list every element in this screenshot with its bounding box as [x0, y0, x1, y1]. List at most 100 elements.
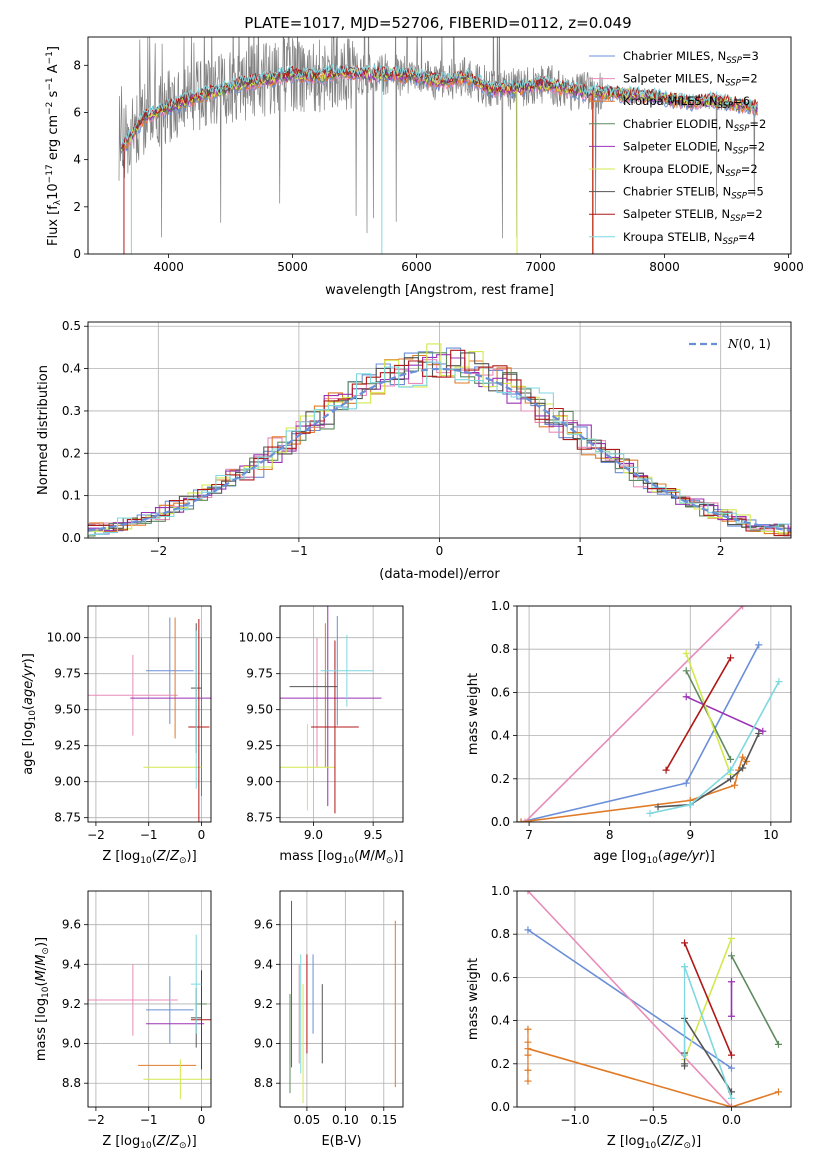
axes-frame: [87, 890, 212, 1108]
weight-marker-kroupa_stelib: [728, 1094, 736, 1102]
y-axis-label: Flux [fλ10−17 erg cm−2 s−1 A−1]: [45, 46, 63, 246]
y-tick-label: 9.50: [246, 703, 273, 717]
weight-marker-kroupa_stelib: [646, 809, 654, 817]
x-tick-label: 0.15: [370, 1113, 397, 1127]
plot-area: [88, 934, 211, 1100]
weight-marker-salpeter_miles: [739, 606, 747, 610]
x-tick-label: −0.5: [639, 1113, 668, 1127]
weight-line-kroupa_stelib: [649, 681, 780, 815]
y-tick-label: 0.5: [62, 319, 81, 333]
label-part: Z: [169, 849, 180, 864]
label-part: −2: [45, 102, 55, 115]
legend-label-suffix: =2: [749, 117, 766, 131]
age-vs-mass-panel: 9.0 9.5 8.75 9.00 9.25 9.50 9.75 10.00 mass [log…: [239, 605, 404, 866]
legend-label-sub: SSP: [725, 169, 741, 179]
y-tick-label: 0.3: [62, 404, 81, 418]
normal-reference-curve: [88, 367, 791, 532]
y-tick-label: 9.50: [54, 703, 81, 717]
legend-label-normal: N(0, 1): [727, 337, 771, 351]
label-part: A: [46, 64, 61, 77]
y-axis-label: Normed distribution: [36, 365, 51, 495]
weight-marker-chabrier_elodie: [682, 667, 690, 675]
label-part: 10: [41, 986, 51, 998]
x-axis-label: (data-model)/error: [379, 567, 500, 582]
weight-marker-chabrier_elodie: [728, 952, 736, 960]
axes-frame: [87, 605, 212, 823]
y-tick-label: 0.6: [491, 970, 510, 984]
legend-label-chabrier_miles: Chabrier MILES, NSSP=3: [623, 49, 759, 66]
weight-marker-salpeter_miles: [524, 891, 532, 895]
legend-label-main: Salpeter STELIB, N: [623, 207, 730, 221]
label-part: 10: [140, 1141, 152, 1151]
weight-marker-chabrier_stelib: [727, 775, 735, 783]
x-tick-label: 7000: [525, 260, 556, 274]
label-part: 10: [28, 710, 38, 722]
label-part: )]: [187, 1134, 197, 1149]
label-part: /: [34, 965, 49, 970]
y-tick-label: 9.75: [54, 667, 81, 681]
label-part: )]: [691, 1134, 701, 1149]
y-tick-label: 0.8: [491, 927, 510, 941]
label-part: (: [656, 1134, 661, 1149]
label-part: (: [152, 1134, 157, 1149]
weight-marker-salpeter_elodie: [759, 727, 767, 735]
legend-label-kroupa_stelib: Kroupa STELIB, NSSP=4: [623, 230, 755, 247]
label-part: M: [34, 955, 49, 966]
plot-area: [118, 37, 758, 254]
weight-marker-salpeter_miles: [521, 818, 529, 822]
legend-label-main: Kroupa MILES, N: [623, 94, 718, 108]
y-tick-label: 9.2: [62, 997, 81, 1011]
x-tick-label: −2: [149, 544, 167, 558]
y-tick-label: 10.00: [47, 631, 81, 645]
label-part: ⊙: [41, 947, 51, 955]
label-part: 10: [645, 1141, 657, 1151]
legend-label-main: Kroupa STELIB, N: [623, 230, 723, 244]
label-part: 10: [140, 856, 152, 866]
histogram-salpeter_stelib: [88, 349, 791, 537]
weight-line-salpeter_miles: [524, 606, 744, 822]
legend-label-sub: SSP: [730, 214, 746, 224]
y-tick-label: 9.00: [54, 775, 81, 789]
x-tick-label: 4000: [153, 260, 184, 274]
plot-area: [524, 891, 782, 1107]
y-tick-label: 1.0: [491, 599, 510, 613]
label-part: wavelength [Angstrom, rest frame]: [325, 283, 554, 298]
weight-marker-chabrier_stelib: [755, 729, 763, 737]
label-part: ⊙: [683, 1141, 691, 1151]
legend-label-sub: SSP: [726, 56, 742, 66]
model-spectrum-kroupa_stelib: [121, 63, 758, 147]
label-part: age/yr: [663, 849, 706, 864]
weight-marker-salpeter_elodie: [728, 978, 736, 986]
x-tick-label: 0: [436, 544, 444, 558]
label-part: age/yr: [21, 662, 36, 705]
axes-frame: [87, 321, 792, 539]
label-part: ]: [46, 46, 61, 51]
legend-label-suffix: =3: [742, 49, 759, 63]
axes-frame: [87, 36, 792, 255]
legend-label-salpeter_miles: Salpeter MILES, NSSP=2: [623, 72, 758, 89]
label-part: Flux [f: [46, 205, 61, 246]
y-tick-label: 0.0: [62, 531, 81, 545]
spectrum-panel: 4000 5000 6000 7000 8000 9000 0 2 4 6 8 wavelength …: [45, 36, 804, 298]
legend-label-kroupa_miles: Kroupa MILES, NSSP=6: [623, 94, 750, 111]
weight-marker-kroupa_miles: [517, 818, 525, 822]
y-tick-label: 0.2: [62, 446, 81, 460]
legend-label-suffix: =2: [748, 139, 765, 153]
weight-marker-chabrier_miles: [728, 1064, 736, 1072]
label-part: age [log: [593, 849, 646, 864]
x-axis-label: E(B-V): [321, 1134, 361, 1149]
label-part: mass weight: [466, 673, 481, 755]
label-part: 10: [646, 856, 658, 866]
y-tick-label: 9.6: [62, 918, 81, 932]
axes-frame: [279, 605, 404, 823]
label-part: )]: [187, 849, 197, 864]
axes-frame: [279, 890, 404, 1108]
y-tick-label: 8.8: [254, 1076, 273, 1090]
y-tick-label: 9.6: [254, 918, 273, 932]
weight-marker-kroupa_elodie: [728, 935, 736, 943]
y-tick-label: 0.8: [491, 642, 510, 656]
mass-vs-ebv-panel: 0.05 0.10 0.15 8.8 9.0 9.2 9.4 9.6 E(B-V): [254, 890, 404, 1149]
y-axis-label: mass weight: [466, 673, 481, 755]
label-part: ⊙: [386, 856, 394, 866]
